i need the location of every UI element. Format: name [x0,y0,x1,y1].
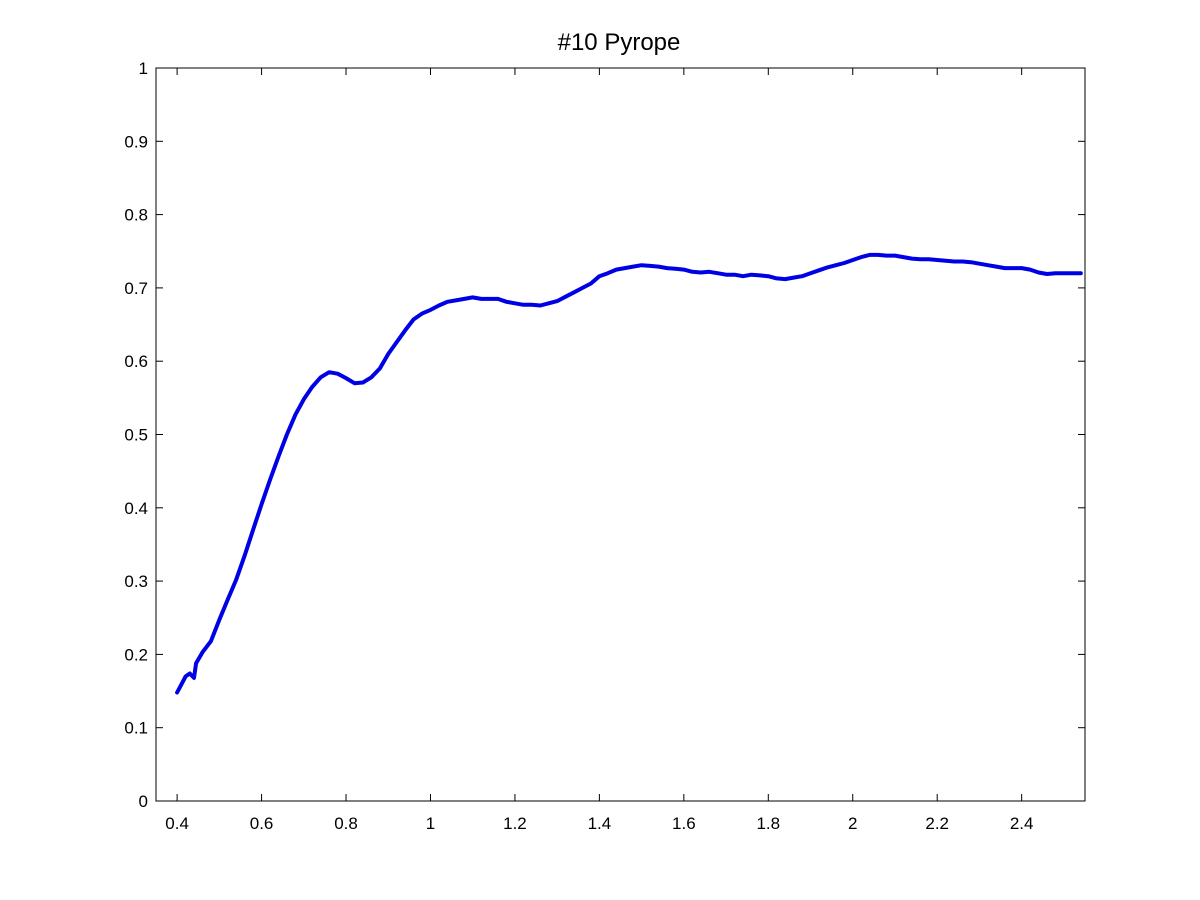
x-tick-label: 2 [848,814,857,833]
x-tick-label: 0.6 [250,814,274,833]
x-tick-label: 1.2 [503,814,527,833]
y-tick-label: 0.5 [124,426,148,445]
x-tick-label: 2.2 [925,814,949,833]
y-tick-label: 0.1 [124,719,148,738]
x-tick-label: 0.8 [334,814,358,833]
axis-ticks: 0.4 0.6 0.8 1 1.2 1.4 1.6 1.8 2 2.2 2.4 0 0.1 0.2 0.3 0… [124,59,1085,833]
x-tick-label: 1 [426,814,435,833]
chart-title: #10 Pyrope [558,29,681,56]
plot-area [155,67,1086,802]
y-tick-label: 1 [139,59,148,78]
y-tick-label: 0.2 [124,645,148,664]
y-tick-label: 0.6 [124,352,148,371]
y-tick-label: 0.8 [124,206,148,225]
y-tick-label: 0.7 [124,279,148,298]
y-tick-label: 0.3 [124,572,148,591]
series-line-0 [175,252,1083,695]
x-tick-label: 1.8 [756,814,780,833]
y-tick-label: 0.4 [124,499,148,518]
x-tick-label: 1.6 [672,814,696,833]
x-tick-label: 2.4 [1010,814,1034,833]
y-tick-label: 0.9 [124,132,148,151]
y-tick-label: 0 [139,792,148,811]
x-tick-label: 1.4 [588,814,612,833]
series-layer [175,252,1083,695]
x-tick-label: 0.4 [165,814,189,833]
